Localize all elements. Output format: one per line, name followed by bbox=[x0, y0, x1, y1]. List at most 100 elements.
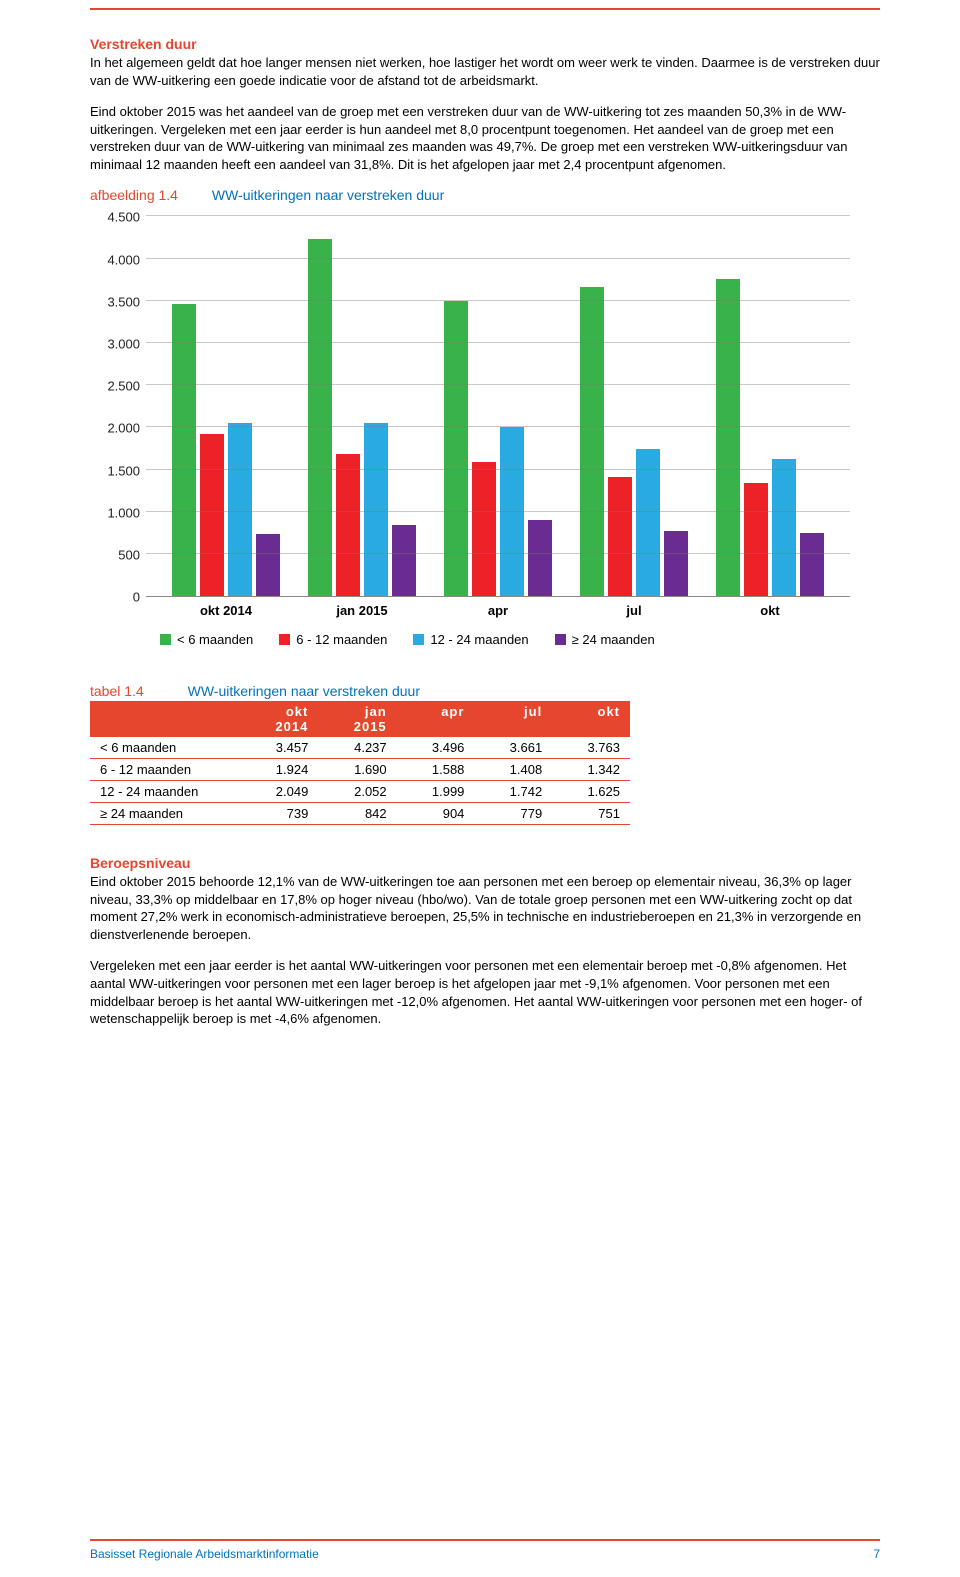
chart-yaxis-labels: 4.5004.0003.5003.0002.5002.0001.5001.000… bbox=[90, 217, 146, 597]
table-row: 12 - 24 maanden2.0492.0521.9991.7421.625 bbox=[90, 781, 630, 803]
table-cell: 3.457 bbox=[240, 737, 318, 759]
chart-bar bbox=[528, 520, 552, 596]
section1-para1: In het algemeen geldt dat hoe langer men… bbox=[90, 54, 880, 89]
table-row: < 6 maanden3.4574.2373.4963.6613.763 bbox=[90, 737, 630, 759]
chart-gridline bbox=[146, 215, 850, 216]
chart-ytick-label: 0 bbox=[133, 590, 140, 605]
chart-bar bbox=[580, 287, 604, 596]
section2-para1: Eind oktober 2015 behoorde 12,1% van de … bbox=[90, 873, 880, 943]
chart-bar-group bbox=[578, 287, 690, 596]
section2-para2: Vergeleken met een jaar eerder is het aa… bbox=[90, 957, 880, 1027]
table-cell: 2.049 bbox=[240, 781, 318, 803]
chart-xaxis-labels: okt 2014jan 2015aprjulokt bbox=[146, 603, 850, 618]
chart-ytick-label: 4.500 bbox=[107, 210, 140, 225]
legend-label: ≥ 24 maanden bbox=[572, 632, 655, 647]
table-cell: 739 bbox=[240, 803, 318, 825]
chart-bar bbox=[800, 533, 824, 596]
table-cell: 1.342 bbox=[552, 759, 630, 781]
figure-label: afbeelding 1.4 bbox=[90, 187, 178, 203]
chart-bar bbox=[392, 525, 416, 596]
chart-ytick-label: 2.500 bbox=[107, 379, 140, 394]
chart-bar bbox=[500, 427, 524, 596]
chart-bar bbox=[664, 531, 688, 597]
chart-bar bbox=[444, 301, 468, 596]
legend-swatch bbox=[160, 634, 171, 645]
chart-gridline bbox=[146, 384, 850, 385]
data-table: okt2014jan2015apr jul okt < 6 maanden3.4… bbox=[90, 701, 630, 825]
legend-item: < 6 maanden bbox=[160, 632, 253, 647]
chart-legend: < 6 maanden 6 - 12 maanden 12 - 24 maanden… bbox=[160, 632, 850, 647]
chart-bar bbox=[472, 462, 496, 596]
table-title: tabel 1.4 WW-uitkeringen naar verstreken… bbox=[90, 683, 880, 699]
chart-plot-area bbox=[146, 217, 850, 597]
table-header-cell: jan2015 bbox=[318, 701, 396, 737]
legend-swatch bbox=[413, 634, 424, 645]
table-cell: 1.588 bbox=[397, 759, 475, 781]
chart-xtick-label: okt bbox=[714, 603, 826, 618]
table-cell: 2.052 bbox=[318, 781, 396, 803]
chart-bar-group bbox=[714, 279, 826, 597]
table-header-cell: apr bbox=[397, 701, 475, 737]
table-cell: 1.690 bbox=[318, 759, 396, 781]
chart-gridline bbox=[146, 469, 850, 470]
table-cell: ≥ 24 maanden bbox=[90, 803, 240, 825]
table-cell: 1.999 bbox=[397, 781, 475, 803]
table-cell: 904 bbox=[397, 803, 475, 825]
chart-ytick-label: 3.000 bbox=[107, 336, 140, 351]
chart-xtick-label: okt 2014 bbox=[170, 603, 282, 618]
chart-gridline bbox=[146, 511, 850, 512]
chart-bar bbox=[608, 477, 632, 596]
chart-bar bbox=[336, 454, 360, 597]
table-cell: 1.625 bbox=[552, 781, 630, 803]
table-cell: 1.742 bbox=[474, 781, 552, 803]
footer-left: Basisset Regionale Arbeidsmarktinformati… bbox=[90, 1547, 319, 1561]
table-cell: 3.763 bbox=[552, 737, 630, 759]
table-cell: < 6 maanden bbox=[90, 737, 240, 759]
chart-ytick-label: 1.000 bbox=[107, 505, 140, 520]
figure-name: WW-uitkeringen naar verstreken duur bbox=[212, 187, 444, 203]
section1-heading: Verstreken duur bbox=[90, 36, 880, 52]
chart-ytick-label: 2.000 bbox=[107, 421, 140, 436]
table-cell: 751 bbox=[552, 803, 630, 825]
table-header-cell: okt2014 bbox=[240, 701, 318, 737]
chart-gridline bbox=[146, 553, 850, 554]
table-cell: 779 bbox=[474, 803, 552, 825]
chart-bar bbox=[636, 449, 660, 596]
legend-label: 12 - 24 maanden bbox=[430, 632, 528, 647]
legend-swatch bbox=[279, 634, 290, 645]
chart-bar bbox=[364, 423, 388, 596]
table-cell: 1.408 bbox=[474, 759, 552, 781]
table-cell: 1.924 bbox=[240, 759, 318, 781]
section2-heading: Beroepsniveau bbox=[90, 855, 880, 871]
table-label: tabel 1.4 bbox=[90, 683, 144, 699]
table-header-cell: okt bbox=[552, 701, 630, 737]
chart-bar bbox=[716, 279, 740, 597]
chart-bar bbox=[200, 434, 224, 596]
chart-bar-group bbox=[306, 239, 418, 597]
chart-gridline bbox=[146, 300, 850, 301]
legend-label: 6 - 12 maanden bbox=[296, 632, 387, 647]
chart-bar bbox=[308, 239, 332, 597]
table-header-cell bbox=[90, 701, 240, 737]
chart-ytick-label: 500 bbox=[118, 548, 140, 563]
table-cell: 6 - 12 maanden bbox=[90, 759, 240, 781]
chart-gridline bbox=[146, 258, 850, 259]
page-footer: Basisset Regionale Arbeidsmarktinformati… bbox=[90, 1539, 880, 1561]
bar-chart: 4.5004.0003.5003.0002.5002.0001.5001.000… bbox=[90, 217, 850, 647]
table-cell: 12 - 24 maanden bbox=[90, 781, 240, 803]
legend-item: ≥ 24 maanden bbox=[555, 632, 655, 647]
top-rule bbox=[90, 8, 880, 10]
chart-bar bbox=[744, 483, 768, 596]
chart-ytick-label: 1.500 bbox=[107, 463, 140, 478]
chart-bar-group bbox=[442, 301, 554, 596]
table-row: ≥ 24 maanden739842904779751 bbox=[90, 803, 630, 825]
figure-title: afbeelding 1.4 WW-uitkeringen naar verst… bbox=[90, 187, 880, 203]
chart-ytick-label: 4.000 bbox=[107, 252, 140, 267]
chart-xtick-label: jan 2015 bbox=[306, 603, 418, 618]
legend-swatch bbox=[555, 634, 566, 645]
chart-gridline bbox=[146, 426, 850, 427]
chart-bar bbox=[256, 534, 280, 596]
table-cell: 4.237 bbox=[318, 737, 396, 759]
chart-gridline bbox=[146, 342, 850, 343]
legend-item: 6 - 12 maanden bbox=[279, 632, 387, 647]
